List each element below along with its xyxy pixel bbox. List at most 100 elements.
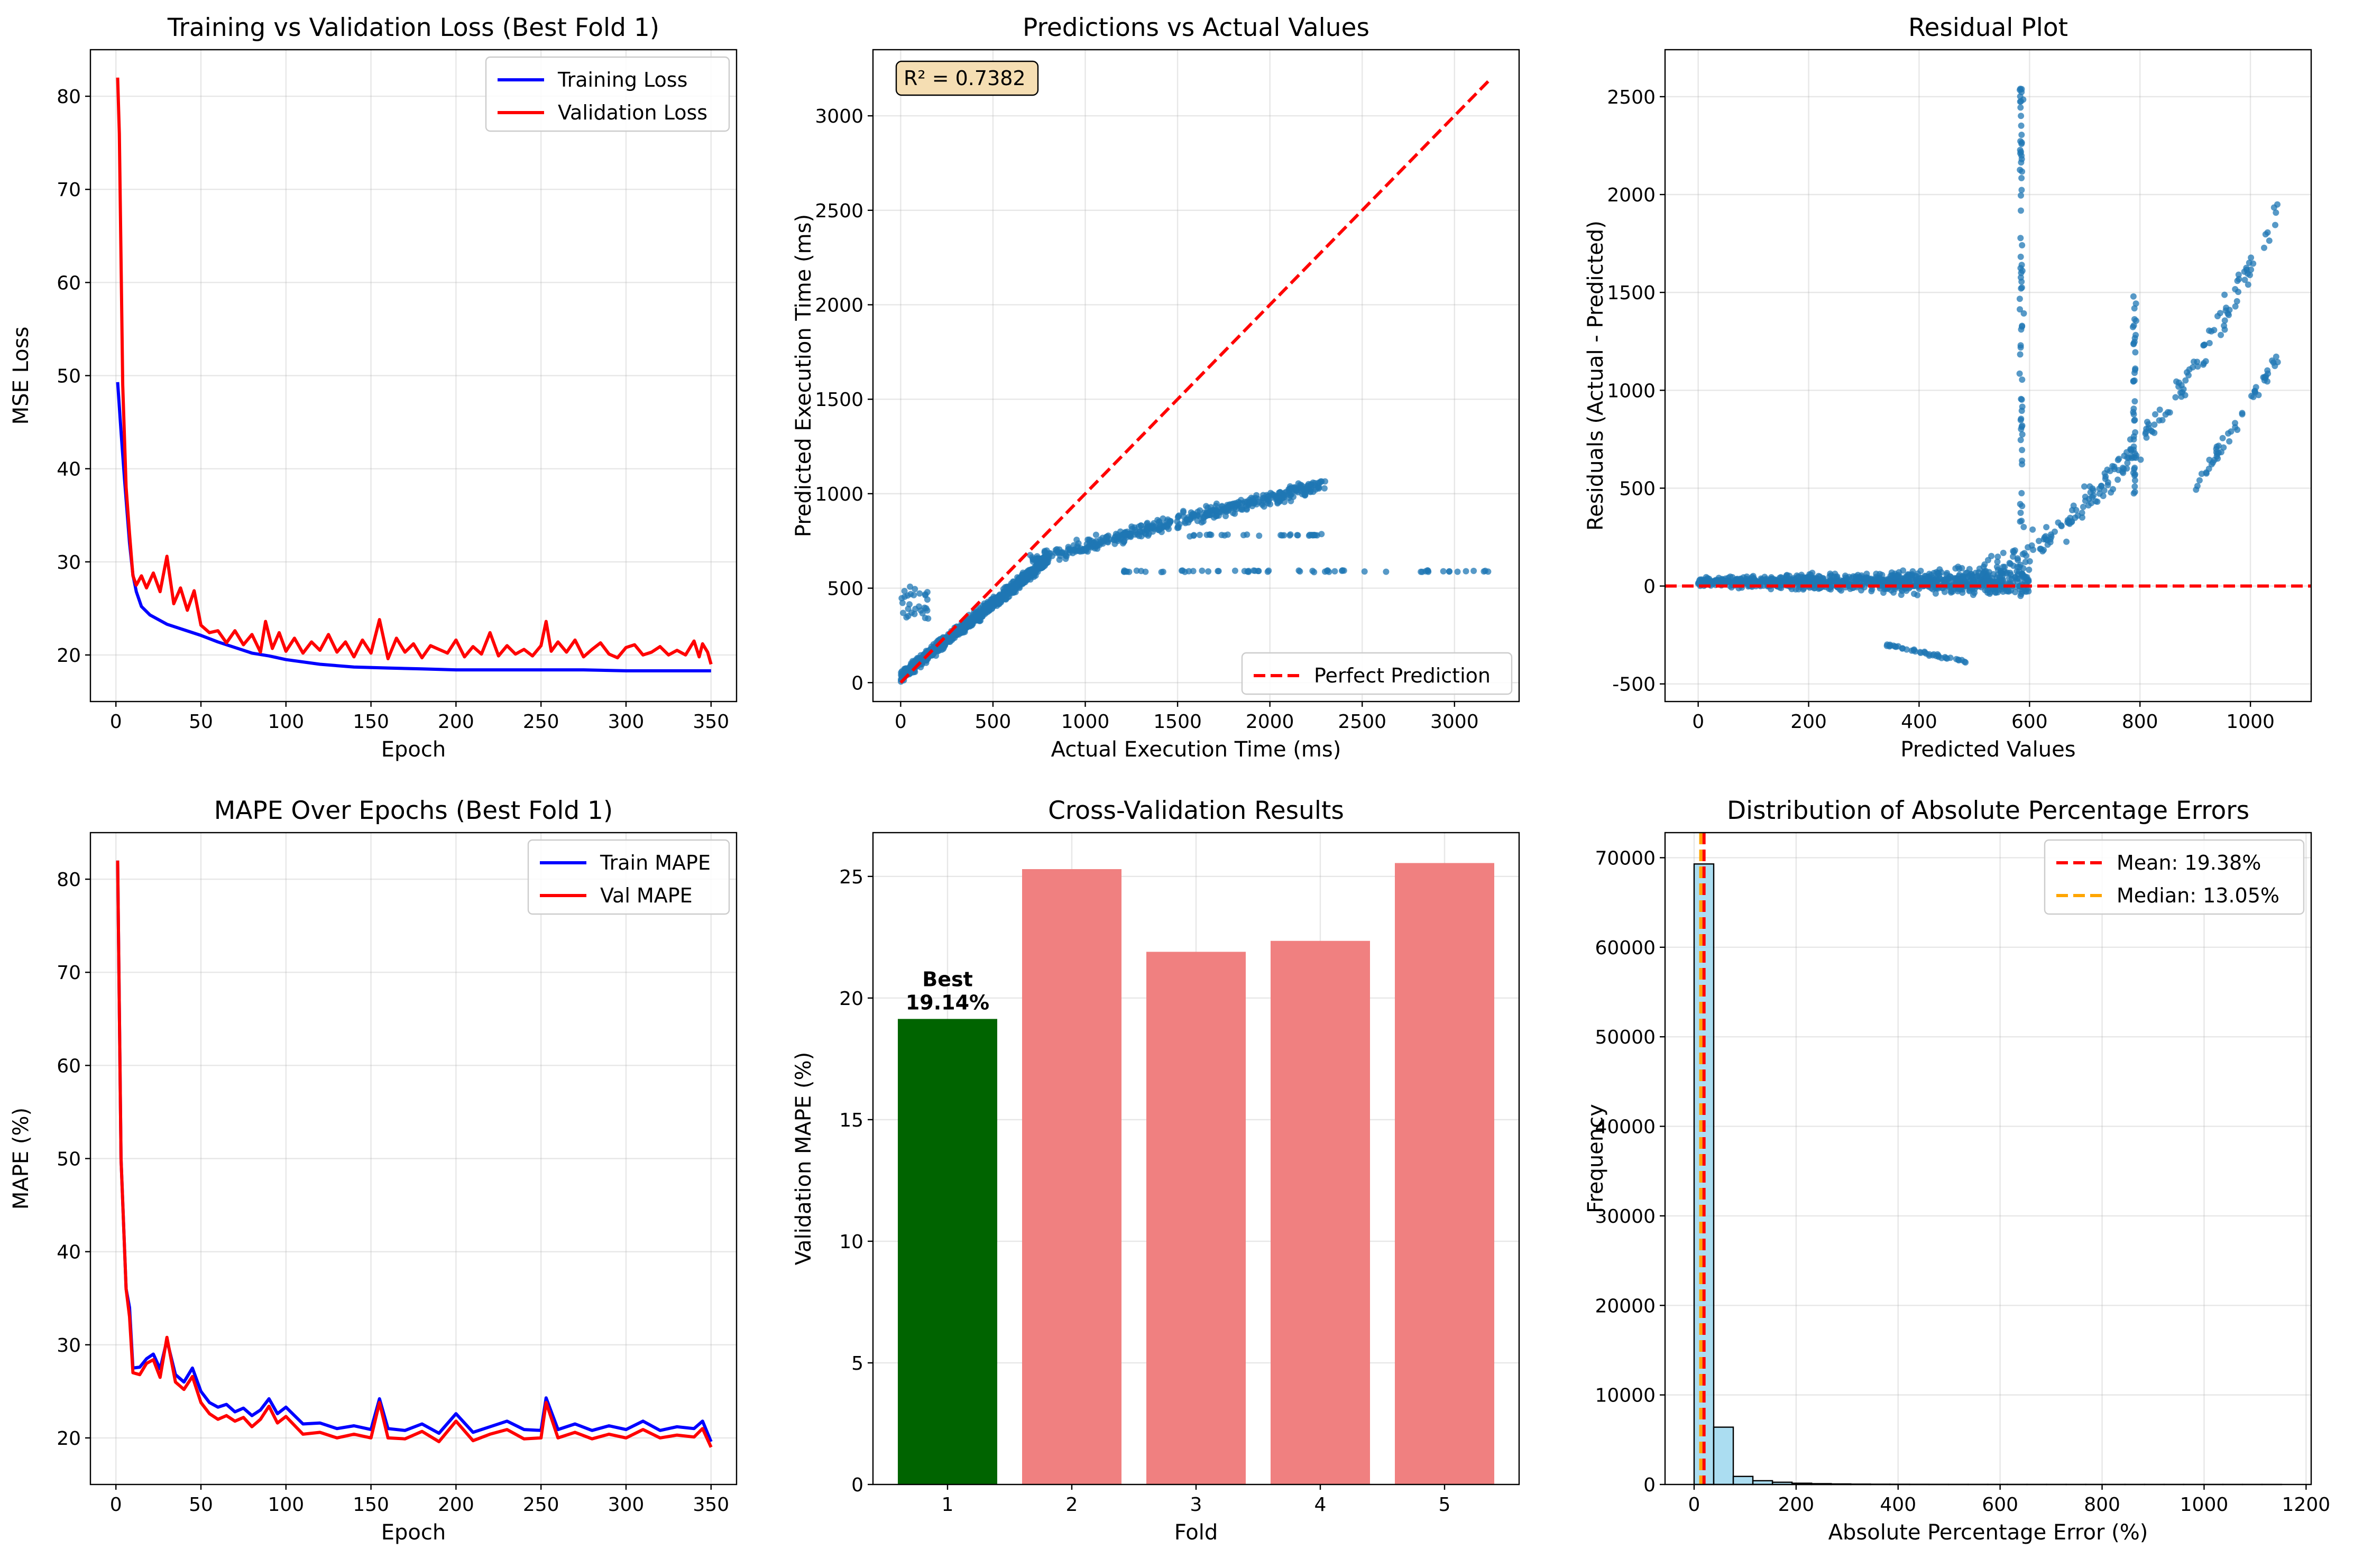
histogram-bar [1713,1426,1734,1486]
scatter-point [1221,532,1228,539]
scatter-point [1726,579,1733,586]
scatter-point [912,586,918,593]
scatter-point [2213,443,2220,450]
scatter-point [1233,502,1240,509]
scatter-point [1092,542,1099,549]
scatter-point [1962,659,1969,666]
scatter-point [2019,431,2026,438]
scatter-point [2020,310,2027,317]
scatter-point [2063,538,2070,545]
subplot-4: 0 50 100 150 200 250 300 350 20 30 40 50 60 70 80 MAPE … [9,796,738,1545]
scatter-point [2241,276,2248,283]
y-tick-label: 50000 [1595,1027,1656,1048]
scatter-point [2043,524,2050,531]
x-tick-label: 0 [110,711,122,733]
scatter-point [1751,578,1758,585]
scatter-point [899,599,906,606]
scatter-point [2173,378,2180,385]
scatter-point [2017,235,2024,242]
legend-label: Median: 13.05% [2117,884,2279,907]
scatter-point [1274,499,1281,506]
y-tick-label: 20 [57,645,81,667]
scatter-point [1281,532,1288,539]
scatter-point [2215,449,2222,456]
x-tick-label: 0 [1688,1494,1700,1516]
scatter-point [1993,574,2000,581]
y-tick-label: 1500 [1607,282,1656,304]
scatter-point [2220,444,2227,451]
scatter-point [2017,501,2024,508]
scatter-point [2017,253,2024,260]
scatter-point [1876,576,1883,583]
r2-annotation: R² = 0.7382 [904,67,1026,90]
scatter-point [1167,518,1174,524]
scatter-point [2193,486,2200,493]
scatter-point [1952,565,1959,572]
scatter-point [1120,568,1127,575]
scatter-point [1157,521,1164,528]
scatter-point [1309,567,1316,574]
scatter-point [911,611,918,617]
x-tick-label: 400 [1901,711,1937,733]
x-tick-label: 1200 [2282,1494,2331,1516]
y-tick-label: 2000 [815,294,863,316]
scatter-point [2036,538,2042,545]
scatter-point [1485,568,1492,575]
scatter-point [2017,265,2024,272]
y-tick-label: 5 [851,1353,863,1375]
scatter-point [2041,534,2048,541]
y-tick-label: 30 [57,1335,81,1357]
scatter-point [1083,545,1090,551]
scatter-point [2018,152,2025,159]
scatter-point [2226,307,2233,313]
scatter-point [1737,575,1744,582]
scatter-point [2131,316,2138,322]
axes-frame [1664,49,2312,703]
scatter-point [1947,654,1954,661]
scatter-point [1463,568,1469,575]
scatter-point [917,607,924,614]
scatter-point [2251,388,2258,395]
scatter-point [2130,405,2137,412]
chart-title: Distribution of Absolute Percentage Erro… [1727,796,2249,825]
scatter-point [2026,566,2033,573]
scatter-point [2018,490,2025,496]
perfect-prediction-line [899,77,1493,684]
y-tick-label: 1000 [1607,380,1656,402]
scatter-point [2018,132,2025,138]
axes-frame [872,49,1520,703]
scatter-point [1744,578,1751,585]
chart-title: Predictions vs Actual Values [1023,13,1369,42]
scatter-point [2130,377,2137,384]
scatter-point [2058,523,2065,530]
scatter-point [905,613,912,620]
x-tick-label: 0 [895,711,907,733]
scatter-point [2018,187,2025,193]
chart-title: Residual Plot [1908,13,2068,42]
scatter-point [1854,571,1861,578]
scatter-point [2021,573,2028,579]
x-tick-label: 150 [353,1494,389,1516]
scatter-point [2092,498,2099,505]
scatter-point [2132,429,2139,436]
scatter-point [1178,567,1185,574]
scatter-point [2017,510,2024,516]
scatter-point [2145,425,2152,431]
scatter-point [1909,572,1916,579]
scatter-point [2132,349,2139,356]
scatter-point [2000,549,2007,556]
scatter-point [2017,87,2023,94]
scatter-point [2151,421,2158,428]
scatter-point [2102,475,2109,482]
y-axis-label: Frequency [1584,1104,1608,1213]
subplot-1: 0 50 100 150 200 250 300 350 20 30 40 50 60 70 80 Train… [9,13,738,762]
y-tick-label: 60 [57,272,81,294]
legend-label: Val MAPE [600,884,693,907]
scatter-point [1208,531,1215,538]
x-tick-label: 400 [1880,1494,1916,1516]
scatter-point [1175,524,1182,531]
legend: Train MAPE Val MAPE [527,839,730,915]
scatter-point [1927,575,1934,582]
scatter-point [1158,569,1165,576]
scatter-point [2014,575,2021,582]
